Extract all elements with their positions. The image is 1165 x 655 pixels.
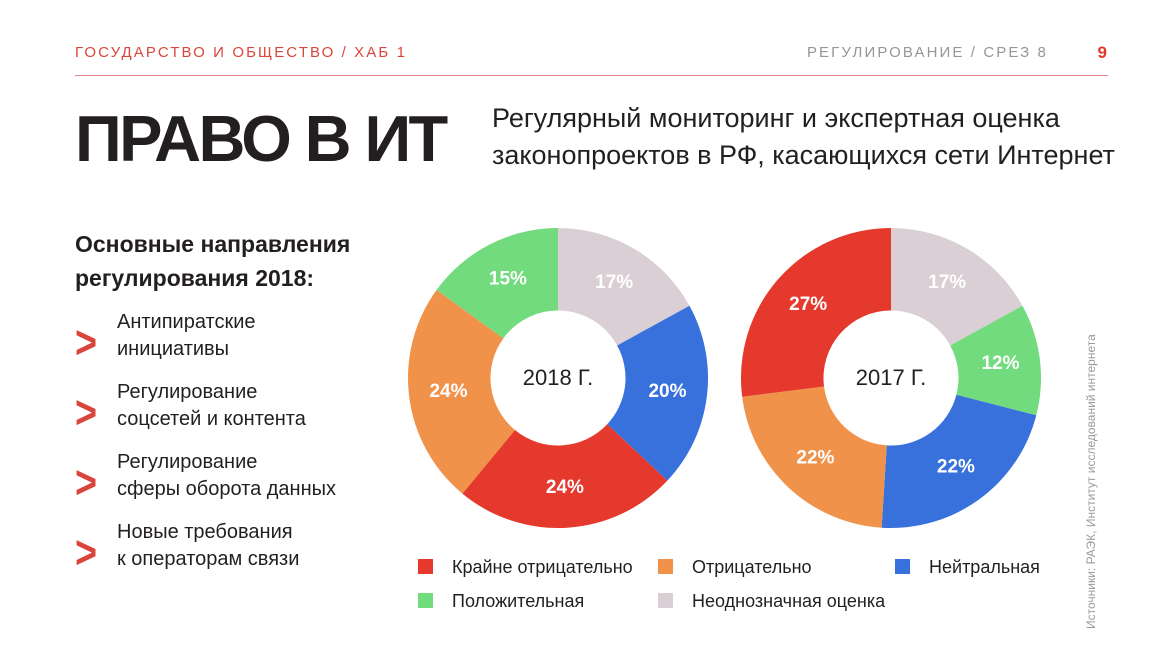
svg-text:24%: 24% xyxy=(429,381,467,402)
svg-text:12%: 12% xyxy=(981,353,1019,374)
svg-text:22%: 22% xyxy=(796,448,834,469)
svg-text:27%: 27% xyxy=(789,294,827,315)
svg-text:22%: 22% xyxy=(937,456,975,477)
svg-text:15%: 15% xyxy=(489,269,527,290)
svg-text:24%: 24% xyxy=(546,477,584,498)
svg-text:20%: 20% xyxy=(648,381,686,402)
svg-text:17%: 17% xyxy=(928,272,966,293)
svg-text:17%: 17% xyxy=(595,272,633,293)
